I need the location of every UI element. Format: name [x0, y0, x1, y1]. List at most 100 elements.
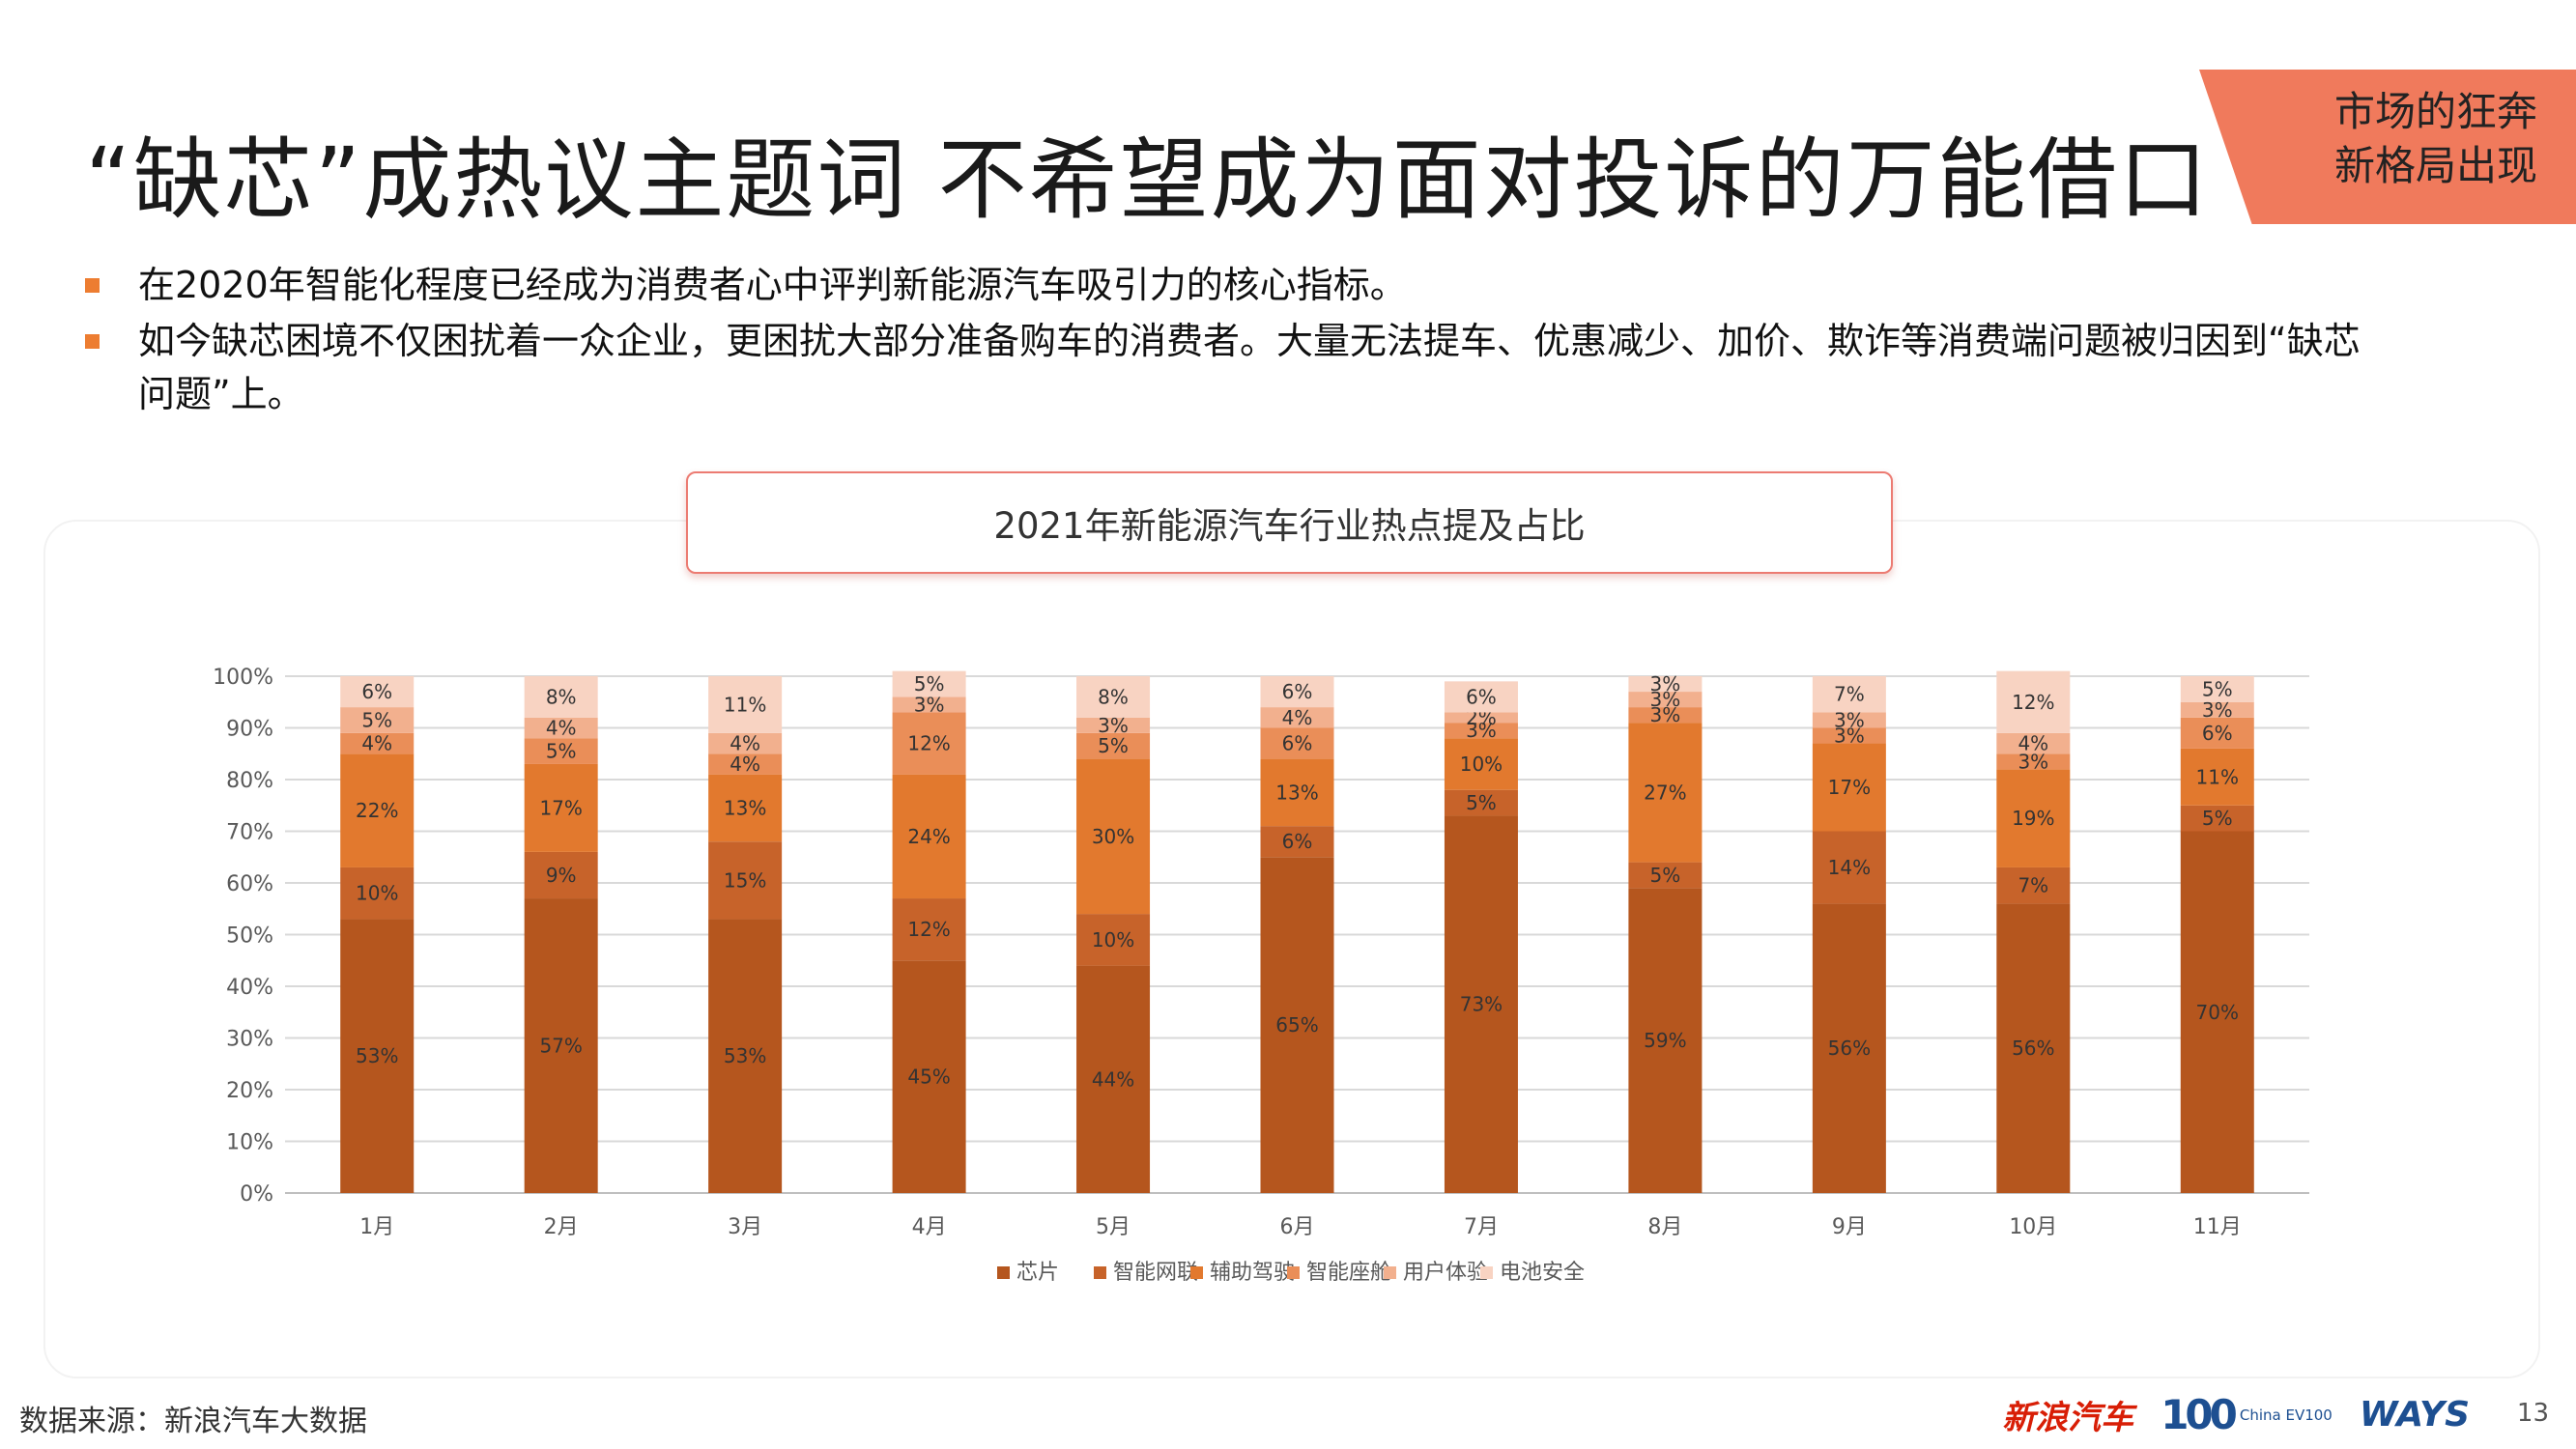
- data-label: 3%: [1650, 672, 1681, 696]
- bullet-square-icon: [85, 278, 100, 293]
- bar-segment: [708, 753, 783, 775]
- y-tick-label: 10%: [226, 1131, 273, 1155]
- legend-label: 用户体验: [1403, 1261, 1488, 1285]
- data-label: 7%: [2018, 874, 2048, 897]
- x-tick-label: 7月: [1464, 1215, 1499, 1239]
- data-label: 4%: [730, 732, 760, 755]
- bar-segment: [2180, 676, 2254, 702]
- data-label: 24%: [907, 825, 950, 848]
- bar-segment: [1444, 723, 1518, 739]
- bar-segment: [1260, 676, 1334, 708]
- data-label: 5%: [361, 708, 392, 731]
- bar-segment: [1996, 867, 2071, 904]
- x-tick-label: 8月: [1647, 1215, 1682, 1239]
- sina-auto-logo: 新浪汽车: [2002, 1399, 2134, 1437]
- data-label: 44%: [1092, 1067, 1134, 1091]
- y-tick-label: 70%: [226, 821, 273, 845]
- data-label: 6%: [1282, 732, 1313, 755]
- data-label: 4%: [361, 732, 392, 755]
- data-label: 17%: [1828, 776, 1871, 799]
- bar-segment: [1444, 681, 1518, 713]
- bar-segment: [1260, 727, 1334, 759]
- data-label: 65%: [1275, 1013, 1318, 1037]
- y-tick-label: 0%: [240, 1182, 273, 1207]
- bar-segment: [340, 707, 415, 733]
- data-label: 73%: [1460, 993, 1503, 1016]
- data-label: 45%: [907, 1065, 950, 1089]
- bullet-item: 如今缺芯困境不仅困扰着一众企业，更困扰大部分准备购车的消费者。大量无法提车、优惠…: [85, 315, 2385, 421]
- data-label: 53%: [356, 1044, 398, 1067]
- chinaev100-logo-mark: 100: [2161, 1391, 2238, 1438]
- data-label: 17%: [539, 796, 582, 819]
- bullet-text: 如今缺芯困境不仅困扰着一众企业，更困扰大部分准备购车的消费者。大量无法提车、优惠…: [138, 320, 2361, 415]
- chinaev100-logo-text: China EV100: [2239, 1406, 2333, 1424]
- legend-swatch: [1384, 1266, 1396, 1279]
- data-label: 6%: [361, 680, 392, 703]
- bar-segment: [2180, 831, 2254, 1193]
- bar-segment: [892, 696, 966, 713]
- bar-segment: [1628, 888, 1703, 1193]
- bar-segment: [892, 898, 966, 961]
- legend-label: 辅助驾驶: [1210, 1261, 1295, 1285]
- bar-segment: [1628, 692, 1703, 708]
- bar-segment: [1812, 743, 1886, 832]
- data-label: 12%: [907, 918, 950, 941]
- logo-strip: 新浪汽车 100 China EV100 WAYS: [2002, 1391, 2470, 1438]
- legend-swatch: [1094, 1266, 1106, 1279]
- bar-segment: [524, 738, 598, 764]
- bar-segment: [1076, 965, 1151, 1193]
- ways-logo: WAYS: [2359, 1395, 2470, 1435]
- y-tick-label: 80%: [226, 769, 273, 793]
- page-title: “缺芯”成热议主题词 不希望成为面对投诉的万能借口: [85, 128, 2210, 232]
- data-label: 57%: [539, 1035, 582, 1058]
- bar-segment: [1444, 738, 1518, 790]
- bar-segment: [1260, 707, 1334, 728]
- bar-segment: [1076, 758, 1151, 915]
- data-label: 5%: [546, 740, 577, 763]
- bar-segment: [1076, 717, 1151, 733]
- x-tick-label: 5月: [1096, 1215, 1131, 1239]
- data-label: 7%: [1834, 683, 1865, 706]
- bar-segment: [1628, 707, 1703, 724]
- bar-segment: [1076, 732, 1151, 759]
- bar-segment: [1260, 826, 1334, 858]
- data-label: 11%: [2196, 765, 2239, 788]
- data-label: 6%: [1282, 830, 1313, 853]
- bar-segment: [1628, 862, 1703, 889]
- x-tick-label: 4月: [912, 1215, 947, 1239]
- bar-segment: [2180, 701, 2254, 718]
- bar-segment: [892, 960, 966, 1193]
- legend-swatch: [1190, 1266, 1203, 1279]
- x-tick-label: 2月: [544, 1215, 579, 1239]
- bar-segment: [708, 841, 783, 920]
- data-label: 9%: [546, 864, 577, 887]
- data-label: 11%: [724, 693, 766, 716]
- bar-segment: [708, 919, 783, 1193]
- bar-segment: [892, 712, 966, 775]
- y-tick-label: 90%: [226, 718, 273, 742]
- bar-segment: [892, 670, 966, 697]
- data-label: 13%: [724, 796, 766, 819]
- bar-segment: [1076, 914, 1151, 966]
- data-label: 10%: [1460, 753, 1503, 776]
- x-tick-label: 9月: [1832, 1215, 1867, 1239]
- bar-segment: [1996, 903, 2071, 1193]
- data-label: 3%: [914, 693, 945, 716]
- data-label: 3%: [2202, 698, 2233, 722]
- data-label: 5%: [1466, 791, 1497, 814]
- y-tick-label: 30%: [226, 1028, 273, 1052]
- legend-label: 电池安全: [1500, 1261, 1585, 1285]
- data-label: 8%: [546, 685, 577, 708]
- bar-segment: [2180, 748, 2254, 806]
- data-label: 3%: [1650, 688, 1681, 711]
- data-label: 14%: [1828, 856, 1871, 879]
- x-tick-label: 6月: [1280, 1215, 1315, 1239]
- data-label: 56%: [2012, 1037, 2054, 1060]
- data-label: 4%: [546, 717, 577, 740]
- legend-label: 芯片: [1016, 1261, 1059, 1285]
- y-tick-label: 100%: [213, 666, 273, 690]
- legend-label: 智能座舱: [1306, 1261, 1391, 1285]
- data-label: 22%: [356, 799, 398, 822]
- data-label: 5%: [2202, 807, 2233, 830]
